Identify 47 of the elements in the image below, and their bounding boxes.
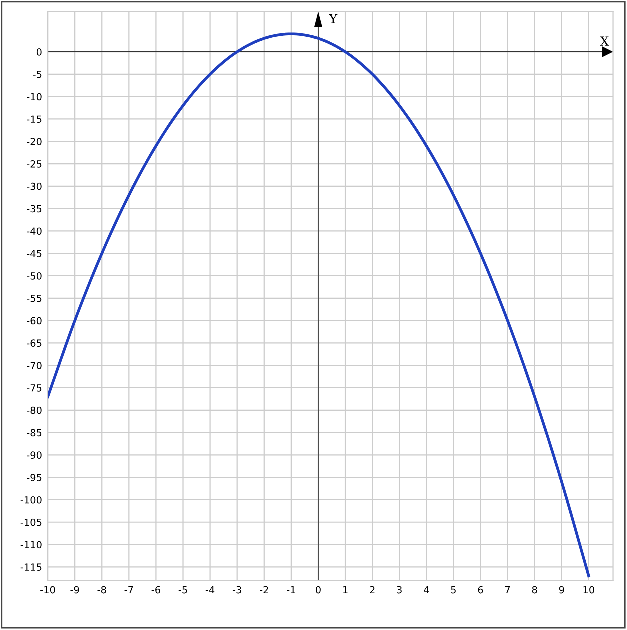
x-tick-label: -6 bbox=[152, 586, 160, 594]
y-tick-label: -55 bbox=[27, 295, 42, 302]
y-tick-label: -15 bbox=[27, 116, 42, 124]
x-tick-label: -8 bbox=[98, 586, 106, 594]
x-tick-label: -7 bbox=[124, 586, 134, 594]
y-tick-label: -65 bbox=[27, 340, 42, 348]
y-tick-label: -85 bbox=[27, 429, 42, 437]
y-tick-label: -60 bbox=[27, 317, 42, 325]
y-tick-label: -75 bbox=[27, 384, 42, 392]
y-tick-label: -110 bbox=[20, 541, 42, 549]
y-tick-label: -10 bbox=[27, 93, 42, 101]
y-tick-label: -35 bbox=[27, 205, 42, 213]
x-tick-label: -10 bbox=[40, 586, 56, 594]
x-tick-label: 4 bbox=[424, 586, 430, 594]
y-tick-label: -5 bbox=[33, 71, 42, 78]
y-tick-label: -80 bbox=[27, 406, 42, 414]
x-tick-label: 2 bbox=[370, 586, 375, 594]
y-tick-label: -95 bbox=[27, 474, 42, 482]
x-tick-label: -9 bbox=[70, 586, 80, 594]
y-tick-label: -70 bbox=[27, 362, 42, 370]
x-tick-label: -1 bbox=[287, 586, 296, 594]
x-tick-label: -2 bbox=[260, 586, 268, 594]
x-tick-label: 7 bbox=[506, 586, 510, 594]
x-tick-label: -4 bbox=[206, 586, 215, 594]
x-tick-label: 9 bbox=[559, 586, 564, 594]
x-tick-label: 6 bbox=[478, 586, 484, 594]
x-tick-label: 10 bbox=[584, 586, 594, 594]
x-tick-label: 1 bbox=[344, 586, 348, 594]
x-tick-label: 3 bbox=[397, 586, 402, 594]
y-tick-label: -25 bbox=[27, 160, 42, 168]
y-tick-label: -20 bbox=[27, 138, 42, 146]
x-tick-label: 0 bbox=[316, 586, 321, 594]
y-axis-title: Y bbox=[329, 14, 338, 24]
y-tick-label: -90 bbox=[27, 452, 42, 460]
x-tick-label: -3 bbox=[232, 586, 242, 594]
y-tick-label: -105 bbox=[20, 518, 42, 526]
x-tick-label: 5 bbox=[451, 586, 456, 594]
y-tick-label: 0 bbox=[36, 48, 42, 56]
y-tick-label: -100 bbox=[20, 496, 42, 504]
y-tick-label: -50 bbox=[27, 272, 42, 280]
y-tick-label: -115 bbox=[20, 564, 42, 571]
x-tick-label: 8 bbox=[532, 586, 538, 594]
y-tick-label: -40 bbox=[27, 228, 42, 236]
y-tick-label: -45 bbox=[27, 250, 42, 258]
y-tick-label: -30 bbox=[27, 182, 42, 190]
x-tick-label: -5 bbox=[178, 586, 188, 594]
x-axis-title: X bbox=[600, 36, 610, 46]
